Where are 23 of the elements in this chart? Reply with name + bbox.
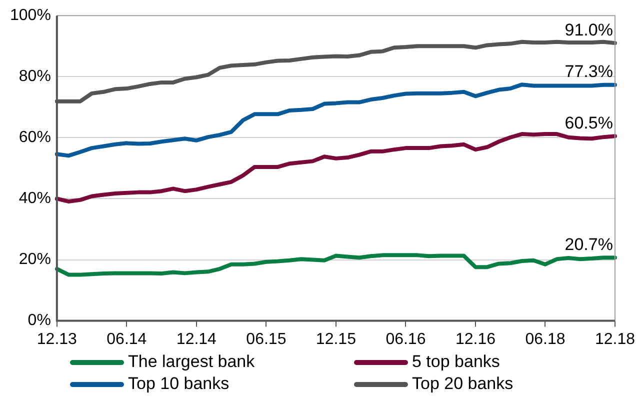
y-tick-label: 0%: [28, 312, 51, 330]
x-tick-label: 12.15: [316, 330, 356, 348]
y-tick-label: 20%: [18, 251, 51, 268]
data-label: 60.5%: [564, 113, 613, 132]
x-tick-label: 12.16: [455, 330, 496, 348]
y-tick-label: 40%: [18, 190, 51, 208]
y-tick-label: 80%: [18, 68, 51, 86]
legend-label: Top 20 banks: [412, 374, 514, 394]
y-tick-label: 100%: [10, 7, 51, 24]
x-tick-label: 12.18: [594, 330, 636, 348]
data-label: 91.0%: [564, 20, 613, 40]
y-tick-label: 60%: [18, 129, 51, 146]
x-tick-label: 06.16: [386, 330, 426, 348]
x-tick-label: 06.18: [525, 330, 566, 348]
legend-label: 5 top banks: [412, 352, 500, 372]
data-label: 77.3%: [564, 62, 613, 82]
x-tick-label: 06.15: [246, 330, 286, 348]
x-tick-label: 06.14: [106, 330, 147, 348]
x-tick-label: 12.14: [176, 330, 217, 348]
data-label: 20.7%: [564, 234, 613, 254]
x-tick-label: 12.13: [36, 330, 78, 348]
legend-label: Top 10 banks: [128, 374, 230, 394]
legend-label: The largest bank: [128, 352, 255, 372]
